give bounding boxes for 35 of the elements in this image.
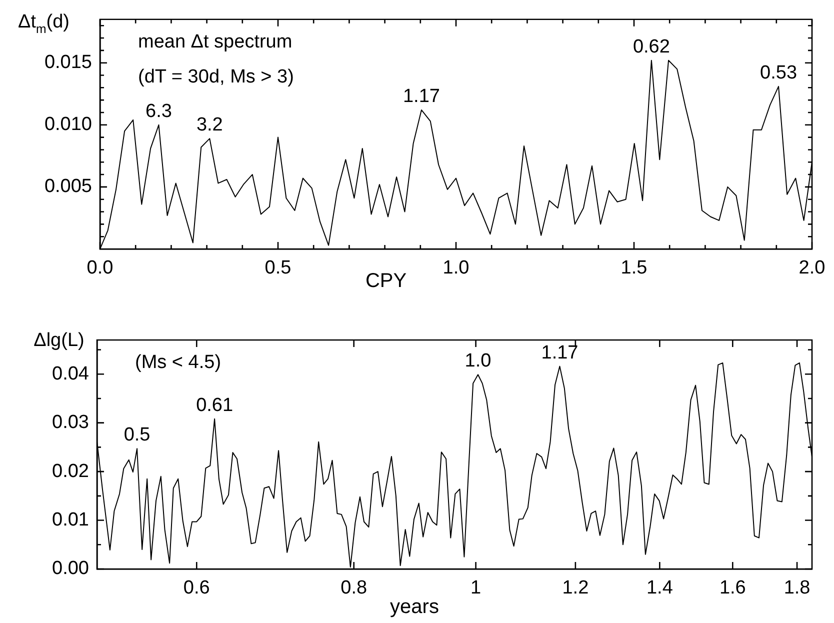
x-tick-label: 1.6 (719, 578, 746, 599)
y-axis-title: Δlg(L) (34, 330, 84, 351)
annotation: 0.62 (632, 36, 670, 58)
annotation: 3.2 (196, 114, 223, 136)
annotation: mean Δt spectrum (138, 31, 292, 52)
annotation: (dT = 30d, Ms > 3) (138, 66, 294, 88)
y-tick-label: 0.02 (52, 460, 89, 482)
x-tick-label: 0.8 (340, 578, 368, 599)
x-tick-label: 1.5 (620, 258, 648, 279)
annotation: 6.3 (146, 100, 172, 122)
x-tick-label: 0.6 (183, 578, 210, 599)
x-tick-label: 1 (470, 578, 482, 599)
y-tick-label: 0.01 (52, 510, 89, 531)
annotation: 1.0 (464, 350, 492, 372)
x-tick-label: 0.0 (86, 258, 114, 279)
x-tick-label: 1.2 (562, 578, 589, 599)
y-tick-label: 0.010 (44, 114, 92, 136)
annotation: 0.53 (760, 62, 798, 84)
y-tick-label: 0.00 (52, 558, 89, 580)
y-tick-label: 0.015 (44, 52, 92, 74)
annotation: 0.61 (196, 394, 234, 416)
x-tick-label: 2.0 (798, 258, 826, 279)
annotation: 1.17 (541, 342, 578, 364)
annotation: 0.5 (124, 424, 150, 446)
x-tick-label: 1.4 (646, 578, 674, 599)
y-tick-label: 0.04 (52, 363, 90, 384)
x-tick-label: 1.8 (784, 578, 810, 599)
x-tick-label: 1.0 (442, 258, 470, 279)
x-tick-label: 0.5 (264, 258, 292, 279)
x-axis-title: years (390, 596, 439, 618)
annotation: 1.17 (402, 86, 440, 107)
x-axis-title: CPY (365, 270, 407, 292)
y-tick-label: 0.03 (52, 412, 89, 434)
y-tick-label: 0.005 (44, 176, 92, 198)
annotation: (Ms < 4.5) (135, 352, 222, 373)
